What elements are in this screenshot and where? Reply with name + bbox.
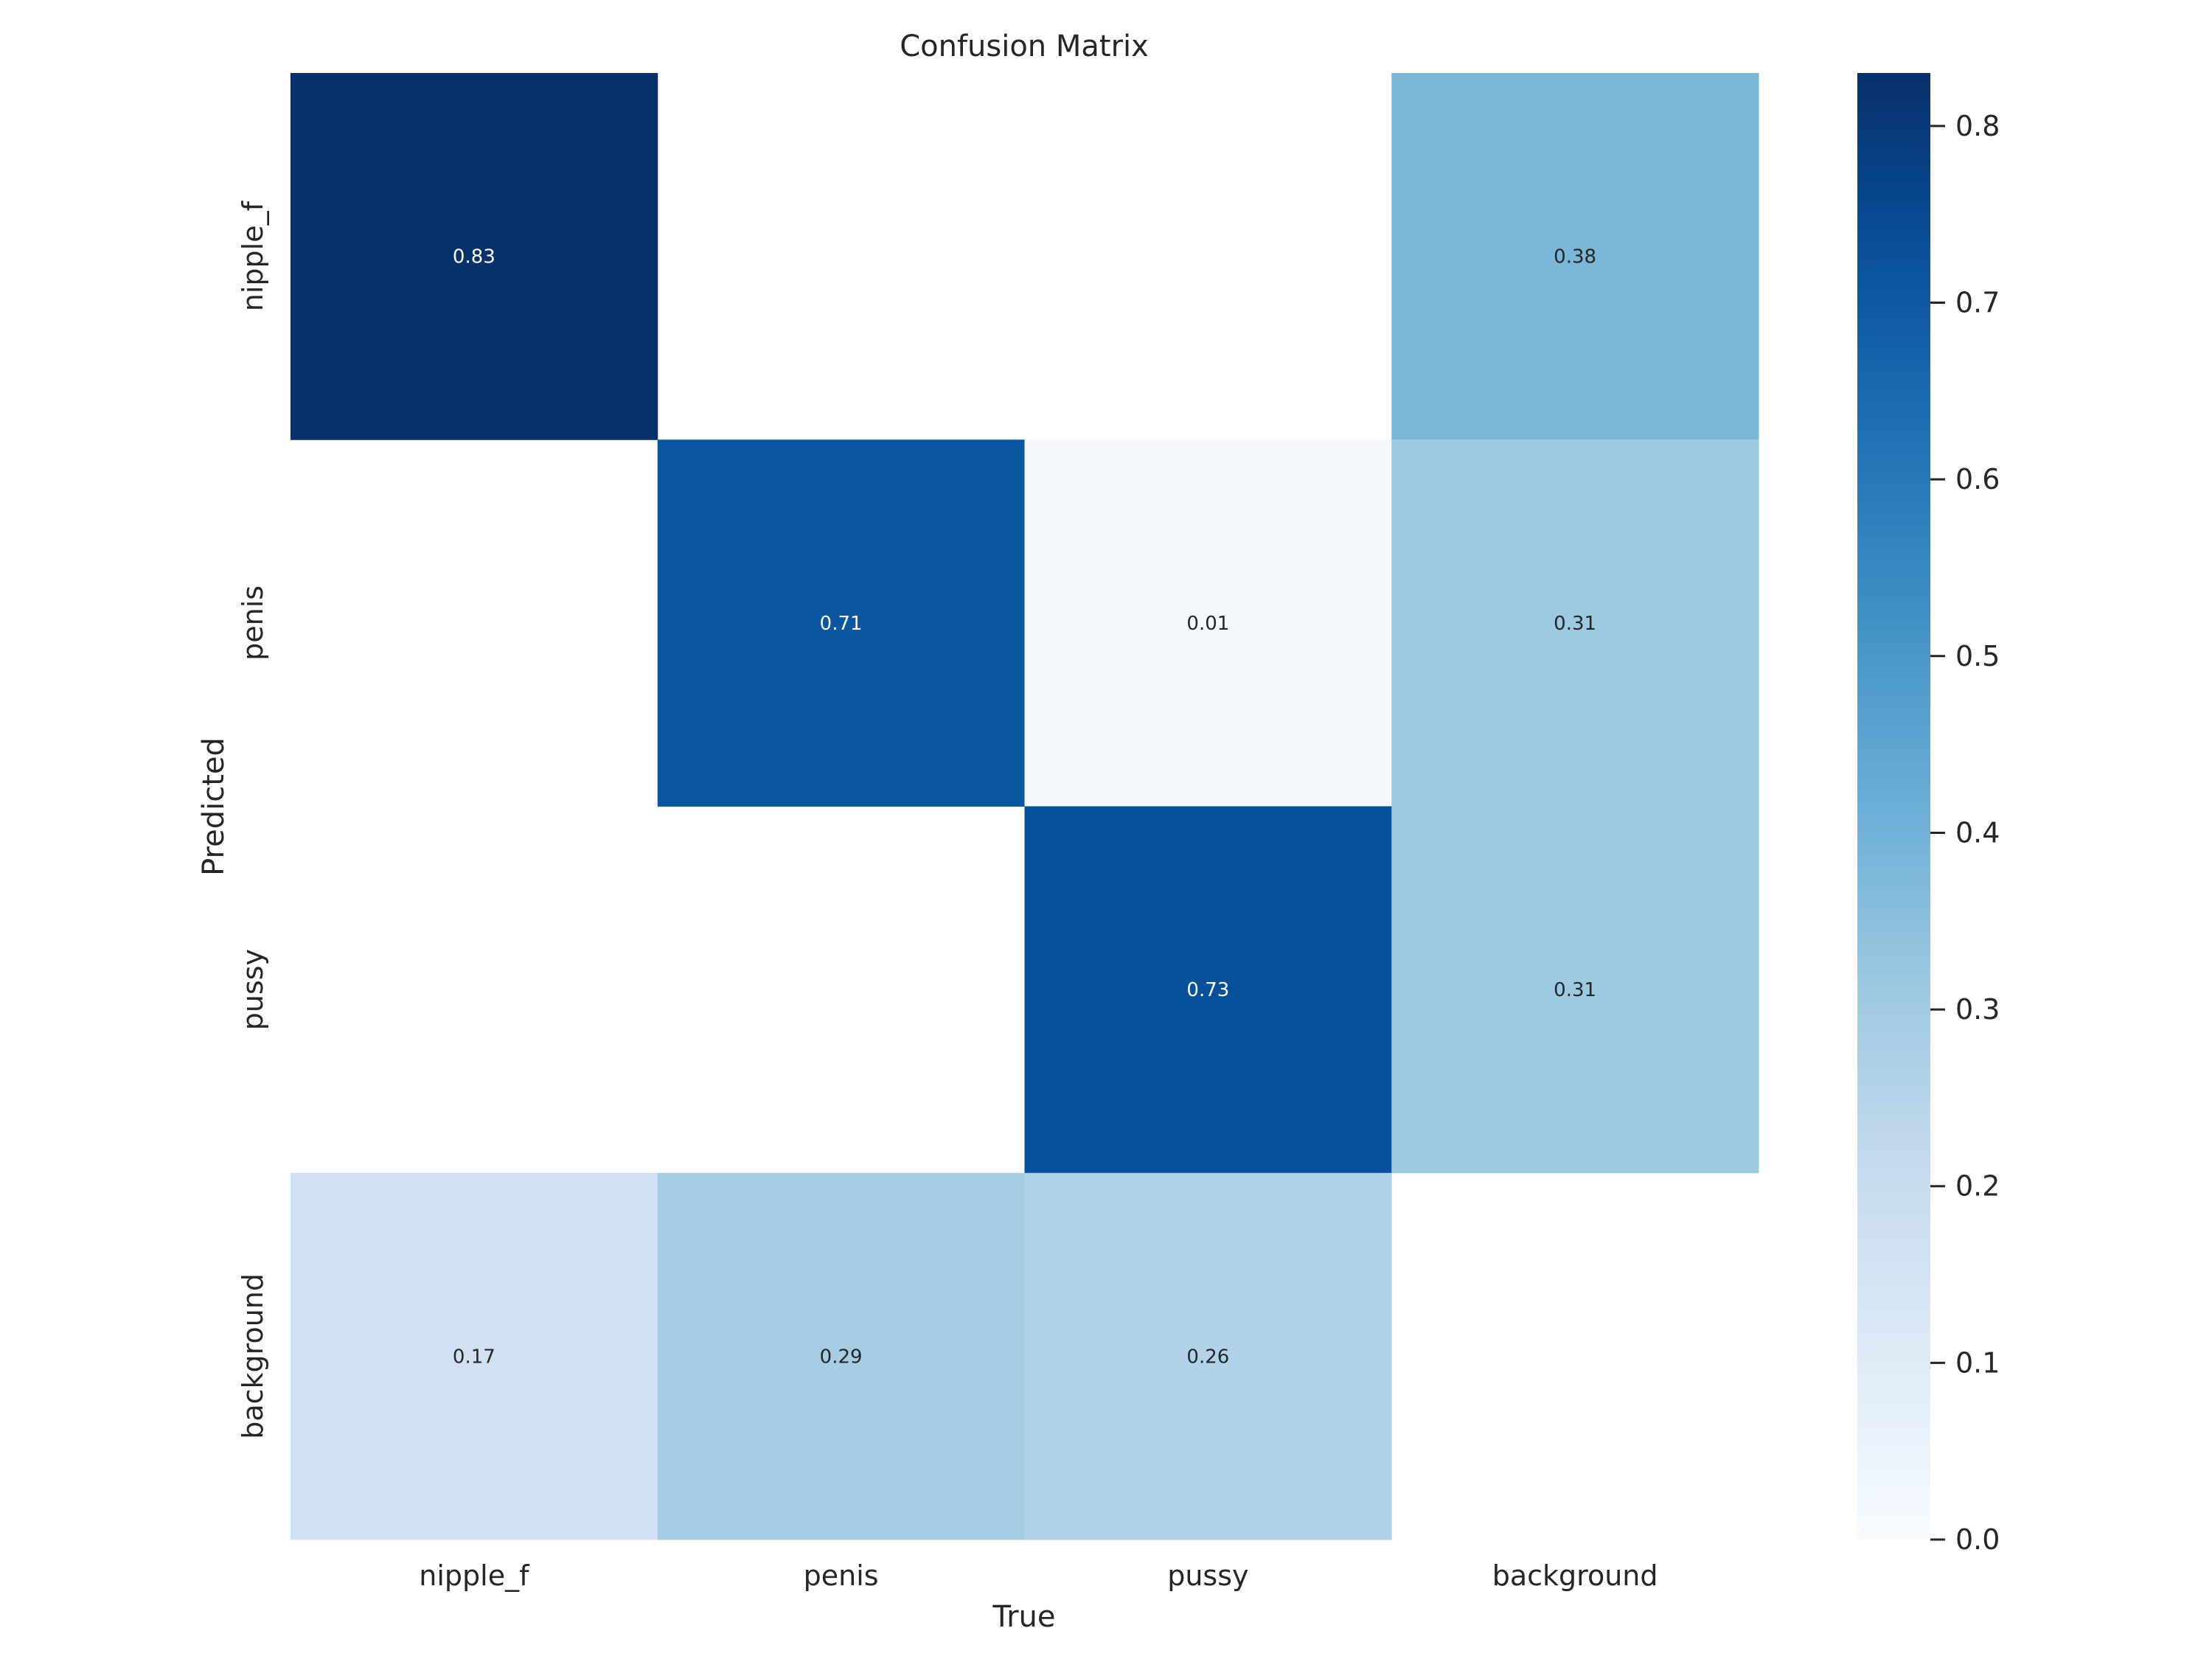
x-tick-label: nipple_f bbox=[419, 1559, 530, 1592]
heatmap-cell bbox=[657, 1172, 1025, 1540]
colorbar-tick-label: 0.1 bbox=[1955, 1346, 2000, 1379]
heatmap-cell bbox=[1391, 439, 1759, 807]
x-tick-label: background bbox=[1492, 1559, 1658, 1592]
heatmap-cell bbox=[291, 1172, 658, 1540]
heatmap-cell bbox=[1391, 73, 1759, 440]
colorbar-tick-label: 0.0 bbox=[1955, 1523, 2000, 1556]
cell-value-label: 0.73 bbox=[1186, 979, 1229, 1001]
x-tick-label: penis bbox=[804, 1559, 879, 1592]
x-axis-label: True bbox=[992, 1600, 1056, 1634]
colorbar-tick-label: 0.7 bbox=[1955, 287, 2000, 319]
cell-value-label: 0.31 bbox=[1554, 979, 1596, 1001]
cell-value-label: 0.31 bbox=[1554, 613, 1596, 635]
colorbar-tick-label: 0.8 bbox=[1955, 110, 2000, 142]
cell-value-label: 0.71 bbox=[820, 613, 863, 635]
cell-value-label: 0.26 bbox=[1186, 1346, 1229, 1368]
heatmap-cell bbox=[1391, 806, 1759, 1174]
colorbar-tick-label: 0.4 bbox=[1955, 816, 2000, 849]
y-tick-label: background bbox=[237, 1273, 269, 1439]
colorbar-tick-label: 0.3 bbox=[1955, 993, 2000, 1026]
heatmap-cell bbox=[1024, 806, 1392, 1174]
y-tick-label: nipple_f bbox=[237, 200, 269, 311]
y-tick-label: pussy bbox=[237, 949, 269, 1030]
cell-value-label: 0.38 bbox=[1554, 246, 1596, 268]
heatmap-cell bbox=[657, 439, 1025, 807]
cell-value-label: 0.01 bbox=[1186, 613, 1229, 635]
colorbar-tick-label: 0.5 bbox=[1955, 640, 2000, 672]
x-tick-label: pussy bbox=[1167, 1559, 1248, 1592]
colorbar-tick-label: 0.6 bbox=[1955, 463, 2000, 495]
cell-value-label: 0.17 bbox=[453, 1346, 495, 1368]
y-tick-label: penis bbox=[237, 585, 269, 661]
heatmap-cell bbox=[1024, 1172, 1392, 1540]
heatmap-cell bbox=[1024, 439, 1392, 807]
cell-value-label: 0.83 bbox=[453, 246, 495, 268]
chart-title: Confusion Matrix bbox=[900, 29, 1149, 63]
cell-value-label: 0.29 bbox=[820, 1346, 863, 1368]
colorbar-tick-label: 0.2 bbox=[1955, 1170, 2000, 1203]
heatmap-cell bbox=[291, 73, 658, 440]
y-axis-label: Predicted bbox=[197, 737, 231, 876]
colorbar bbox=[1857, 73, 1930, 1540]
